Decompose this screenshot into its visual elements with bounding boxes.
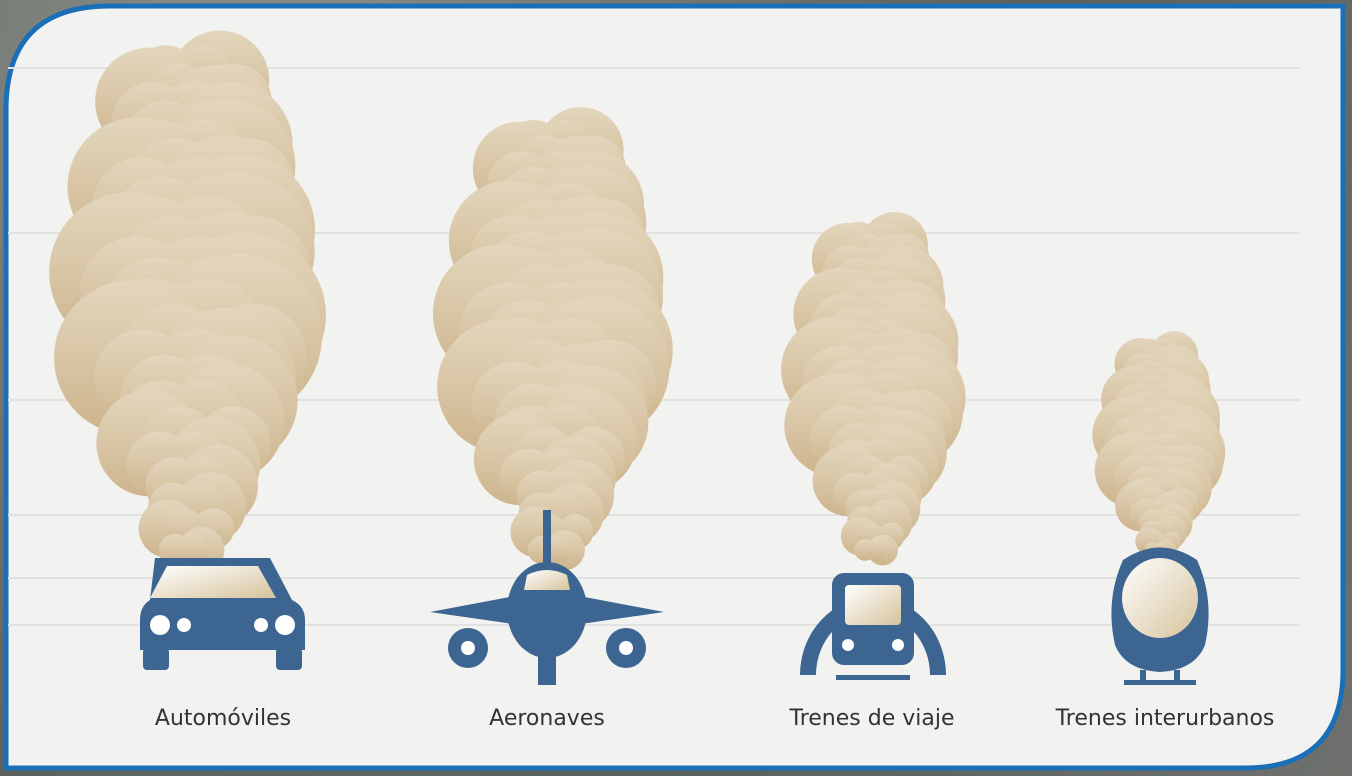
- label: Automóviles: [155, 706, 291, 731]
- label: Trenes de viaje: [789, 706, 955, 731]
- label: Aeronaves: [489, 706, 605, 731]
- infographic: Automóviles Aeronaves Trenes de viaje Tr…: [0, 0, 1352, 776]
- smoke-puff: [866, 539, 888, 561]
- label: Trenes interurbanos: [1055, 706, 1275, 731]
- page: {"labels": ["Automóviles", "Aeronaves", …: [0, 0, 1352, 776]
